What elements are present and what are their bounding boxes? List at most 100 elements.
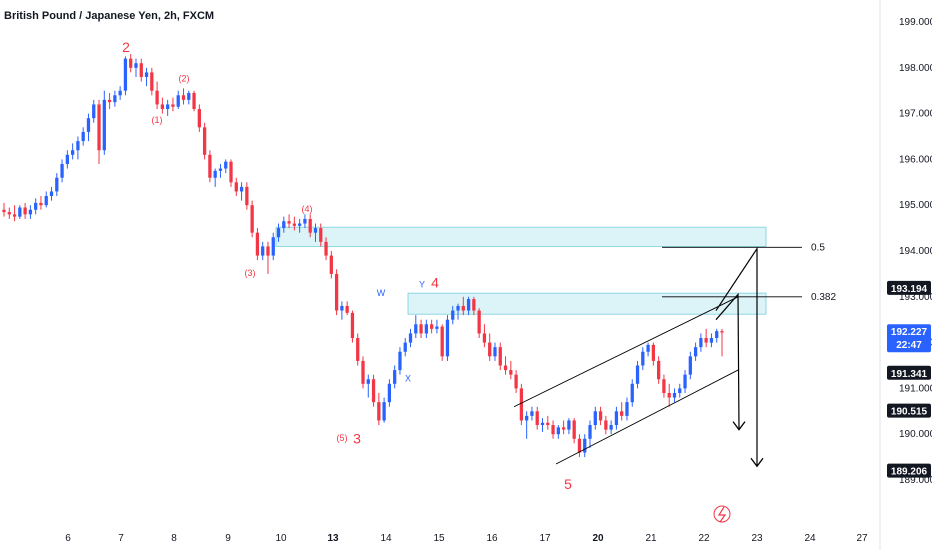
candle-body <box>472 299 476 311</box>
candle-body <box>218 168 223 171</box>
candle-body <box>224 161 228 169</box>
price-level-value: 190.515 <box>891 407 928 418</box>
candle-body <box>12 214 17 217</box>
candle-body <box>55 177 59 192</box>
lightning-icon <box>717 506 727 523</box>
price-level-badge <box>887 463 931 478</box>
channel-lower-line <box>555 369 739 465</box>
candle-body <box>466 299 471 311</box>
x-tick-label: 9 <box>225 533 231 544</box>
candle-body <box>28 209 33 215</box>
candle-body <box>2 209 6 213</box>
x-tick-label: 22 <box>698 533 710 544</box>
candle-body <box>456 305 460 311</box>
candle-body <box>488 342 492 357</box>
candle-body <box>107 99 112 103</box>
price-level-value: 193.194 <box>891 284 928 295</box>
candle-body <box>292 223 297 226</box>
candle-body <box>287 221 291 224</box>
price-level-value: 191.341 <box>891 369 928 380</box>
candle-body <box>261 246 265 256</box>
candle-body <box>329 255 333 274</box>
candle-body <box>139 63 143 77</box>
projection-path-long <box>715 246 758 467</box>
candle-body <box>123 58 128 91</box>
candle-body <box>588 425 592 439</box>
candle-body <box>672 392 677 398</box>
candle-body <box>134 63 138 68</box>
candle-body <box>699 338 703 348</box>
y-tick-label: 196.000 <box>899 154 932 165</box>
candle-body <box>646 344 650 352</box>
x-tick-label: 15 <box>433 533 445 544</box>
candle-body <box>593 411 597 426</box>
resistance-zone <box>407 292 767 315</box>
x-tick-label: 17 <box>539 533 551 544</box>
wave-label-w: W <box>377 288 386 298</box>
candle-body <box>683 374 687 389</box>
candle-body <box>567 420 571 430</box>
resistance-zone <box>275 226 767 247</box>
price-level-badge <box>887 365 931 380</box>
y-tick-label: 199.000 <box>899 17 932 28</box>
candle-body <box>641 351 645 366</box>
x-tick-label: 8 <box>171 533 177 544</box>
candle-body <box>255 232 260 256</box>
candle-body <box>44 196 48 206</box>
price-level-badge <box>887 403 931 418</box>
candle-body <box>419 324 423 334</box>
candle-body <box>81 131 85 142</box>
candle-body <box>635 365 640 384</box>
candle-body <box>298 223 302 226</box>
candle-body <box>356 338 360 361</box>
candle-body <box>34 202 38 210</box>
candle-body <box>86 118 91 132</box>
candle-body <box>334 273 339 311</box>
wave-label-5: 5 <box>564 476 572 492</box>
candle-body <box>715 331 719 339</box>
candle-body <box>514 374 518 389</box>
candle-body <box>202 127 207 155</box>
candle-body <box>192 92 196 110</box>
wave-label-sub-1: (1) <box>152 115 163 125</box>
candle-body <box>709 338 714 343</box>
target-arrow-long <box>750 457 764 468</box>
x-tick-label: 7 <box>118 533 124 544</box>
candle-body <box>65 154 69 164</box>
candle-body <box>451 310 455 320</box>
candle-body <box>324 241 328 256</box>
candle-body <box>535 411 539 426</box>
candle-body <box>614 411 619 426</box>
candle-body <box>530 411 534 416</box>
candle-body <box>551 425 555 435</box>
candle-body <box>361 360 365 384</box>
candle-body <box>239 186 244 192</box>
fib-level-label: 0.382 <box>811 292 836 303</box>
candle-body <box>445 319 450 357</box>
candle-body <box>18 207 22 217</box>
event-icon <box>713 505 731 523</box>
candle-body <box>129 58 133 68</box>
candle-body <box>398 351 402 371</box>
chart-title: British Pound / Japanese Yen, 2h, FXCM <box>4 10 215 22</box>
candle-body <box>340 305 344 311</box>
candle-body <box>250 205 254 233</box>
candle-body <box>60 163 64 178</box>
candle-body <box>371 379 376 403</box>
candle-body <box>308 218 312 233</box>
price-level-value: 189.206 <box>891 467 928 478</box>
wave-label-sub-2: (2) <box>179 74 190 84</box>
candle-body <box>382 402 386 421</box>
y-tick-label: 193.000 <box>899 292 932 303</box>
candle-body <box>113 95 117 103</box>
candle-body <box>625 402 629 416</box>
candle-body <box>234 182 238 192</box>
candle-body <box>345 305 349 313</box>
candle-body <box>519 388 524 421</box>
candle-body <box>509 370 513 375</box>
x-tick-label: 21 <box>645 533 657 544</box>
target-arrow-short <box>732 421 746 431</box>
candle-body <box>176 95 180 107</box>
candle-body <box>583 438 587 453</box>
